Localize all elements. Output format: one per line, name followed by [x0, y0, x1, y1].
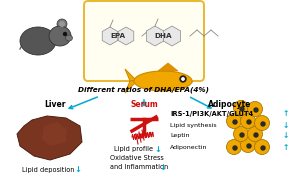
Ellipse shape [59, 21, 65, 27]
Circle shape [241, 138, 256, 153]
Polygon shape [163, 26, 181, 46]
Text: Lipid deposition: Lipid deposition [22, 167, 74, 173]
Ellipse shape [20, 27, 56, 55]
Polygon shape [125, 81, 137, 93]
Polygon shape [158, 63, 178, 71]
Circle shape [261, 146, 265, 150]
Circle shape [234, 101, 248, 115]
Ellipse shape [134, 71, 192, 91]
Text: Different ratios of DHA/EPA(4%): Different ratios of DHA/EPA(4%) [79, 87, 209, 93]
Ellipse shape [65, 35, 72, 41]
Text: Oxidative Stress: Oxidative Stress [110, 155, 164, 161]
Circle shape [227, 114, 241, 129]
Text: IRS-1/PI3K/AKT/GLUT4: IRS-1/PI3K/AKT/GLUT4 [170, 111, 253, 117]
Circle shape [241, 114, 256, 129]
Circle shape [254, 108, 258, 112]
Polygon shape [42, 122, 67, 146]
Circle shape [240, 107, 244, 111]
Circle shape [234, 126, 248, 142]
Text: ↓: ↓ [154, 145, 161, 153]
Text: ↓: ↓ [283, 132, 289, 140]
Text: ↓: ↓ [159, 163, 166, 171]
Ellipse shape [57, 19, 67, 29]
Circle shape [248, 101, 263, 116]
Circle shape [261, 122, 265, 126]
Text: DHA: DHA [154, 33, 172, 39]
Circle shape [255, 115, 270, 130]
Circle shape [227, 139, 241, 154]
Circle shape [240, 133, 244, 137]
Text: ↓: ↓ [283, 121, 289, 129]
Text: EPA: EPA [110, 33, 126, 39]
Text: Liver: Liver [44, 100, 66, 109]
Polygon shape [102, 27, 118, 45]
Circle shape [247, 144, 251, 148]
Circle shape [182, 78, 184, 80]
Polygon shape [118, 27, 134, 45]
Polygon shape [125, 69, 137, 81]
Polygon shape [146, 26, 164, 46]
Text: Serum: Serum [130, 100, 158, 109]
Text: ↓: ↓ [74, 166, 81, 174]
Circle shape [233, 120, 237, 124]
Circle shape [254, 133, 258, 137]
Circle shape [233, 146, 237, 150]
Ellipse shape [49, 26, 71, 46]
Text: ↑: ↑ [283, 143, 289, 152]
FancyBboxPatch shape [84, 1, 204, 81]
Circle shape [248, 126, 263, 142]
Text: Lipid synthesis: Lipid synthesis [170, 122, 217, 128]
Text: Leptin: Leptin [170, 133, 190, 139]
Circle shape [63, 33, 67, 36]
Circle shape [255, 139, 270, 154]
Text: Lipid profile: Lipid profile [114, 146, 153, 152]
Text: Adiponectin: Adiponectin [170, 145, 207, 149]
Polygon shape [17, 116, 82, 160]
Circle shape [247, 120, 251, 124]
Circle shape [180, 76, 186, 82]
Text: and Inflammation: and Inflammation [110, 164, 168, 170]
Text: Adipocyte: Adipocyte [208, 100, 252, 109]
Text: ↑: ↑ [283, 109, 289, 119]
